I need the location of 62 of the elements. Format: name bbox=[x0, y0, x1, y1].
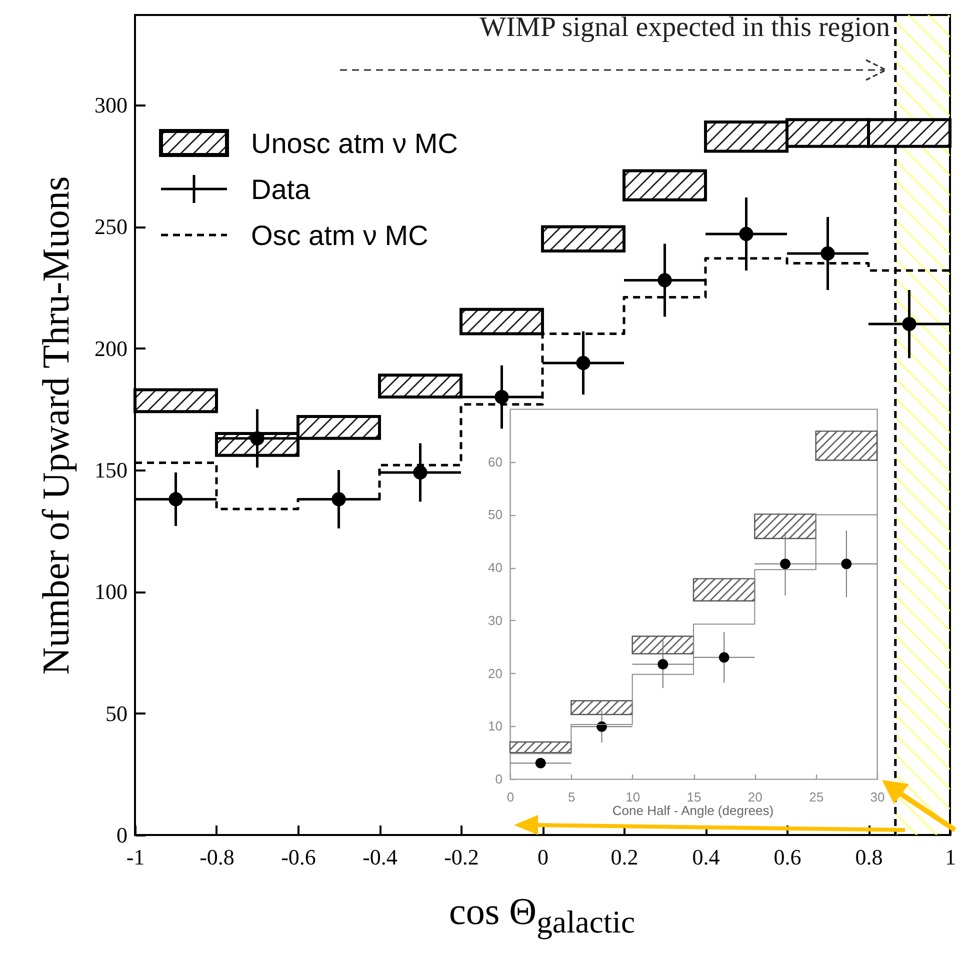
y-tick-label: 20 bbox=[488, 666, 502, 681]
x-tick-label: 20 bbox=[748, 790, 762, 804]
point bbox=[718, 652, 730, 663]
bar bbox=[570, 700, 633, 716]
x-tick-label: 0.6 bbox=[774, 844, 802, 870]
point bbox=[658, 659, 668, 670]
y-tick-label: 50 bbox=[106, 700, 128, 726]
x-tick-label: -0.6 bbox=[281, 844, 316, 870]
x-axis-title: Cone Half - Angle (degrees) bbox=[612, 803, 774, 818]
x-tick-label: 5 bbox=[568, 790, 576, 804]
y-tick-label: 300 bbox=[94, 92, 128, 118]
x-tick-label: 25 bbox=[809, 790, 824, 804]
bar bbox=[632, 636, 694, 654]
y-tick-label: 250 bbox=[94, 214, 128, 240]
point bbox=[841, 558, 852, 570]
x-axis-title: cos Θ$_{galactic}$ bbox=[448, 890, 636, 941]
point bbox=[739, 226, 754, 242]
annotation: WIMP signal expected in this region bbox=[480, 12, 890, 44]
y-tick-label: 10 bbox=[488, 718, 502, 734]
x-tick-label: 1 bbox=[945, 844, 956, 870]
bar bbox=[541, 225, 626, 253]
point bbox=[576, 356, 590, 370]
legend-label: Unosc atm ν MC bbox=[251, 128, 458, 159]
x-tick-label: 0 bbox=[538, 844, 548, 870]
point bbox=[168, 492, 183, 506]
y-axis-title: Number of Upward Thru-Muons bbox=[36, 176, 78, 675]
bar bbox=[460, 308, 544, 336]
point bbox=[494, 390, 509, 404]
y-tick-label: 200 bbox=[94, 336, 128, 361]
point bbox=[535, 758, 546, 768]
x-tick-label: 0.8 bbox=[855, 844, 883, 870]
x-tick-label: 0.2 bbox=[610, 844, 638, 870]
bar bbox=[622, 169, 707, 202]
x-tick-label: -1 bbox=[126, 844, 145, 870]
y-tick-label: 0 bbox=[116, 822, 128, 848]
x-tick-label: -0.4 bbox=[362, 844, 398, 870]
point bbox=[413, 465, 428, 480]
bar bbox=[692, 578, 756, 602]
y-tick-label: 0 bbox=[495, 772, 502, 786]
bar bbox=[509, 741, 572, 754]
point bbox=[820, 246, 835, 261]
point bbox=[780, 558, 790, 570]
point bbox=[902, 316, 916, 332]
x-tick-label: 10 bbox=[626, 790, 640, 804]
y-tick-label: 100 bbox=[94, 579, 128, 604]
y-tick-label: 150 bbox=[94, 458, 128, 483]
x-tick-label: 0 bbox=[506, 790, 514, 804]
legend-label: Data bbox=[251, 174, 311, 205]
point bbox=[658, 273, 672, 288]
x-tick-label: 30 bbox=[870, 790, 885, 804]
y-tick-label: 50 bbox=[488, 507, 502, 522]
x-tick-label: 15 bbox=[686, 790, 702, 804]
y-tick-label: 40 bbox=[488, 560, 502, 576]
x-tick-label: -0.8 bbox=[200, 844, 234, 870]
x-tick-label: 0.4 bbox=[692, 844, 720, 870]
point bbox=[250, 431, 264, 446]
bar bbox=[815, 430, 878, 461]
y-tick-label: 30 bbox=[488, 612, 502, 628]
x-tick-label: -0.2 bbox=[444, 844, 479, 870]
legend-label: Osc atm ν MC bbox=[251, 220, 428, 251]
y-tick-label: 60 bbox=[488, 454, 502, 470]
bar bbox=[754, 514, 816, 540]
